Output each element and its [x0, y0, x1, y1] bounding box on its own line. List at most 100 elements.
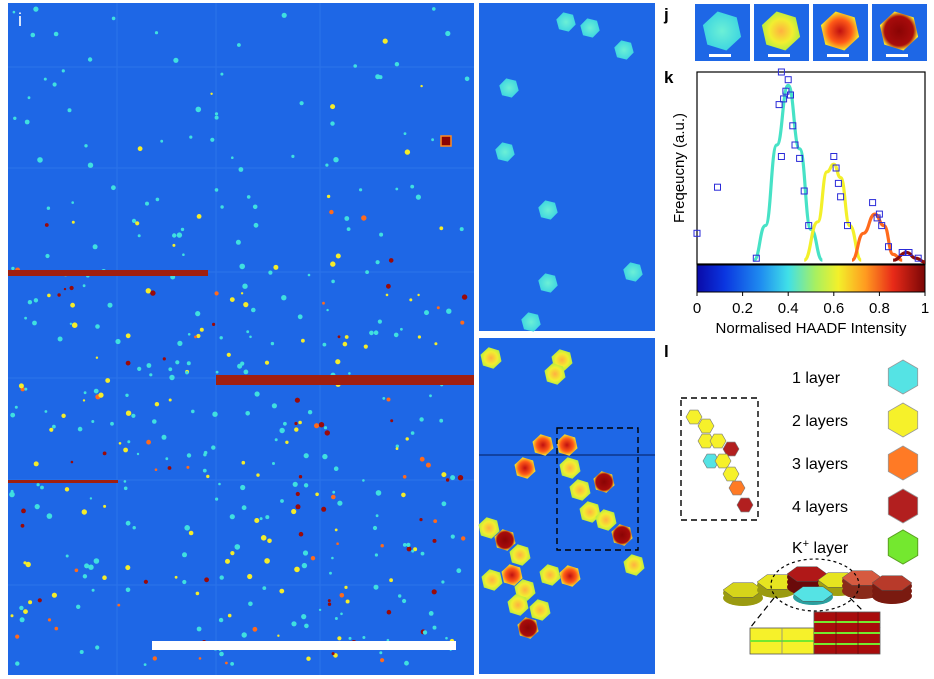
- schematic-flake: [702, 453, 720, 469]
- particle: [306, 656, 311, 661]
- particle: [314, 423, 320, 429]
- particle: [229, 297, 235, 302]
- particle: [270, 341, 275, 346]
- data-point: [898, 249, 906, 256]
- particle: [64, 487, 70, 492]
- particle: [327, 599, 331, 603]
- data-point: [714, 183, 721, 191]
- particle: [285, 440, 289, 444]
- particle: [331, 556, 334, 560]
- particle: [431, 589, 437, 595]
- particle: [220, 72, 224, 76]
- particle: [301, 562, 308, 569]
- particle: [131, 218, 137, 223]
- particle: [36, 483, 40, 487]
- flake-multilayer: [611, 524, 633, 546]
- particle: [394, 61, 400, 67]
- particle: [405, 437, 409, 441]
- particle: [229, 514, 235, 520]
- particle: [335, 359, 341, 365]
- particle: [298, 531, 304, 537]
- particle: [441, 501, 447, 507]
- particle: [143, 663, 147, 666]
- particle: [274, 438, 278, 442]
- data-point: [800, 187, 808, 195]
- particle: [318, 422, 325, 428]
- particle: [18, 383, 24, 389]
- particle: [135, 221, 140, 226]
- particle: [390, 419, 394, 423]
- particle: [125, 410, 132, 416]
- flake-1-layer: [538, 273, 558, 293]
- data-point: [780, 95, 788, 103]
- particle: [375, 514, 379, 518]
- particle: [69, 322, 73, 325]
- particle: [321, 506, 327, 512]
- panel-j-thumbnails: j: [663, 4, 927, 61]
- tick-label: 0.2: [732, 300, 753, 317]
- particle: [335, 253, 341, 259]
- particle: [429, 394, 432, 398]
- particle: [379, 651, 383, 655]
- particle: [67, 108, 72, 113]
- particle: [57, 336, 63, 342]
- particle: [327, 602, 332, 606]
- particle: [441, 472, 447, 478]
- flake-multilayer: [579, 501, 601, 523]
- particle: [361, 215, 367, 221]
- data-point: [830, 153, 838, 160]
- flake-multilayer: [623, 554, 645, 576]
- particle: [15, 634, 20, 639]
- particle: [398, 594, 402, 598]
- particle: [464, 76, 470, 82]
- particle: [43, 77, 47, 81]
- particle: [177, 340, 183, 346]
- particle: [344, 585, 348, 590]
- particle: [445, 478, 450, 482]
- particle: [446, 308, 452, 314]
- particle: [27, 300, 33, 305]
- particle: [95, 356, 99, 359]
- legend-swatch: [887, 488, 919, 524]
- flake-multilayer: [501, 564, 523, 586]
- particle: [230, 551, 235, 556]
- particle: [251, 307, 256, 313]
- particle: [82, 574, 88, 579]
- particle: [301, 614, 307, 620]
- particle: [61, 413, 66, 418]
- particle: [154, 31, 159, 35]
- particle: [186, 453, 192, 458]
- particle: [84, 563, 90, 569]
- particle: [125, 333, 131, 339]
- flake-1-layer: [538, 200, 558, 220]
- flake-multilayer: [514, 457, 536, 479]
- particle: [14, 405, 18, 409]
- particle: [30, 32, 36, 38]
- particle: [333, 466, 339, 472]
- particle: [410, 184, 415, 189]
- schematic-flake: [722, 466, 740, 482]
- flake-multilayer: [494, 529, 516, 551]
- particle: [386, 638, 390, 642]
- layer-legend: 1 layer 2 layers 3 layers 4 layers: [792, 359, 919, 524]
- particle: [218, 617, 224, 623]
- particle: [33, 461, 39, 467]
- particle: [188, 530, 194, 536]
- particle: [297, 314, 303, 320]
- particle: [189, 135, 193, 139]
- particle: [95, 645, 100, 650]
- particle: [136, 452, 140, 456]
- particle: [382, 38, 388, 44]
- particle: [37, 598, 42, 603]
- particle: [46, 206, 51, 210]
- particle: [302, 550, 309, 556]
- particle: [333, 157, 339, 163]
- data-point: [777, 153, 785, 160]
- legend-label: 1 layer: [792, 370, 841, 387]
- particle: [69, 285, 74, 291]
- particle: [40, 485, 44, 490]
- particle: [145, 201, 149, 206]
- particle: [241, 505, 247, 511]
- particle: [246, 195, 251, 199]
- particle: [137, 146, 143, 152]
